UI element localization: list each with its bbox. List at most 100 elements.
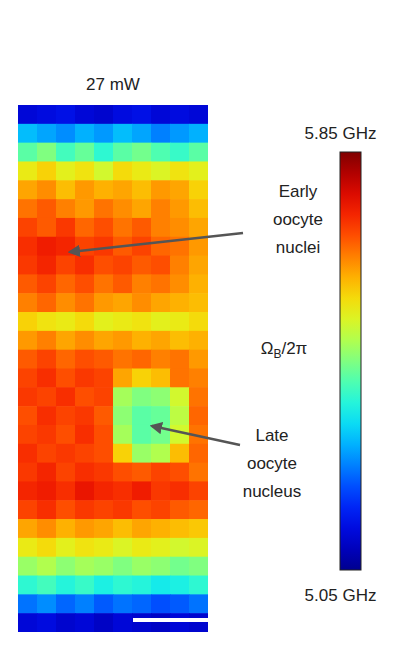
heatmap-cell	[189, 218, 208, 237]
heatmap-cell	[37, 124, 57, 143]
heatmap-cell	[151, 312, 171, 331]
heatmap-cell	[94, 557, 114, 576]
heatmap-cell	[189, 161, 208, 180]
heatmap-cell	[132, 444, 152, 463]
heatmap-cell	[18, 538, 38, 557]
heatmap-cell	[170, 500, 190, 519]
heatmap-cell	[94, 406, 114, 425]
heatmap-cell	[56, 218, 76, 237]
heatmap-cell	[151, 105, 171, 124]
heatmap-cell	[37, 613, 57, 632]
heatmap-cell	[75, 500, 95, 519]
heatmap-cell	[56, 557, 76, 576]
heatmap-cell	[75, 237, 95, 256]
heatmap-cell	[56, 350, 76, 369]
heatmap-cell	[18, 594, 38, 613]
heatmap-cell	[132, 312, 152, 331]
annotation-text: nuclei	[276, 238, 320, 257]
heatmap-cell	[170, 199, 190, 218]
heatmap-cell	[170, 369, 190, 388]
colorbar-label-rest: /2π	[281, 339, 307, 358]
colorbar-tick-label: 5.85 GHz	[305, 124, 377, 143]
heatmap-cell	[37, 594, 57, 613]
heatmap-cell	[75, 369, 95, 388]
heatmap-cell	[94, 425, 114, 444]
heatmap-cell	[94, 331, 114, 350]
heatmap-cell	[132, 594, 152, 613]
heatmap-cell	[37, 369, 57, 388]
heatmap-cell	[113, 274, 133, 293]
heatmap-cell	[170, 594, 190, 613]
heatmap-cell	[18, 199, 38, 218]
figure: 27 mW5.85 GHz5.05 GHzΩB/2πEarlyoocytenuc…	[0, 0, 394, 647]
heatmap-cell	[189, 274, 208, 293]
heatmap-cell	[113, 481, 133, 500]
heatmap-cell	[18, 387, 38, 406]
heatmap-cell	[151, 199, 171, 218]
heatmap-cell	[56, 538, 76, 557]
heatmap-cell	[170, 538, 190, 557]
heatmap-cell	[189, 613, 208, 632]
heatmap-cell	[151, 293, 171, 312]
heatmap-cell	[113, 538, 133, 557]
heatmap-cell	[170, 406, 190, 425]
annotation-text: Late	[255, 426, 288, 445]
heatmap-cell	[113, 105, 133, 124]
colorbar-tick-label: 5.05 GHz	[305, 586, 377, 605]
heatmap-cell	[113, 143, 133, 162]
heatmap-cell	[132, 613, 152, 632]
heatmap-cell	[132, 161, 152, 180]
heatmap-cell	[189, 576, 208, 595]
heatmap-cell	[151, 481, 171, 500]
heatmap-cell	[189, 256, 208, 275]
heatmap-cell	[113, 557, 133, 576]
heatmap-cell	[56, 519, 76, 538]
heatmap-cell	[94, 538, 114, 557]
heatmap-cell	[170, 519, 190, 538]
annotation-text: nucleus	[243, 482, 302, 501]
heatmap-cell	[18, 274, 38, 293]
heatmap-cell	[56, 369, 76, 388]
heatmap-cell	[132, 237, 152, 256]
heatmap-cell	[170, 331, 190, 350]
annotation-arrow	[70, 233, 243, 252]
heatmap-cell	[75, 538, 95, 557]
heatmap-cell	[56, 576, 76, 595]
heatmap-cell	[37, 237, 57, 256]
heatmap-cell	[75, 105, 95, 124]
heatmap-cell	[170, 293, 190, 312]
heatmap-cell	[151, 594, 171, 613]
heatmap-cell	[151, 538, 171, 557]
heatmap-cell	[56, 613, 76, 632]
heatmap-cell	[113, 350, 133, 369]
heatmap-cell	[189, 293, 208, 312]
heatmap-cell	[113, 124, 133, 143]
heatmap-cell	[189, 105, 208, 124]
heatmap-cell	[56, 274, 76, 293]
heatmap-cell	[189, 519, 208, 538]
heatmap-cell	[75, 425, 95, 444]
heatmap-cell	[151, 331, 171, 350]
heatmap-cell	[18, 425, 38, 444]
heatmap-cell	[75, 444, 95, 463]
heatmap-cell	[170, 274, 190, 293]
heatmap-cell	[75, 350, 95, 369]
heatmap-cell	[94, 218, 114, 237]
heatmap-cell	[94, 293, 114, 312]
heatmap-cell	[37, 161, 57, 180]
heatmap-cell	[18, 143, 38, 162]
heatmap-cell	[189, 199, 208, 218]
heatmap-cell	[132, 500, 152, 519]
heatmap-cell	[56, 463, 76, 482]
heatmap-cell	[37, 538, 57, 557]
heatmap-cell	[94, 576, 114, 595]
heatmap-cell	[132, 256, 152, 275]
heatmap-cell	[56, 425, 76, 444]
title: 27 mW	[86, 75, 140, 94]
heatmap-cell	[56, 331, 76, 350]
heatmap-cell	[113, 519, 133, 538]
heatmap-cell	[37, 331, 57, 350]
heatmap-cell	[56, 237, 76, 256]
heatmap-cell	[18, 256, 38, 275]
heatmap-cell	[56, 105, 76, 124]
